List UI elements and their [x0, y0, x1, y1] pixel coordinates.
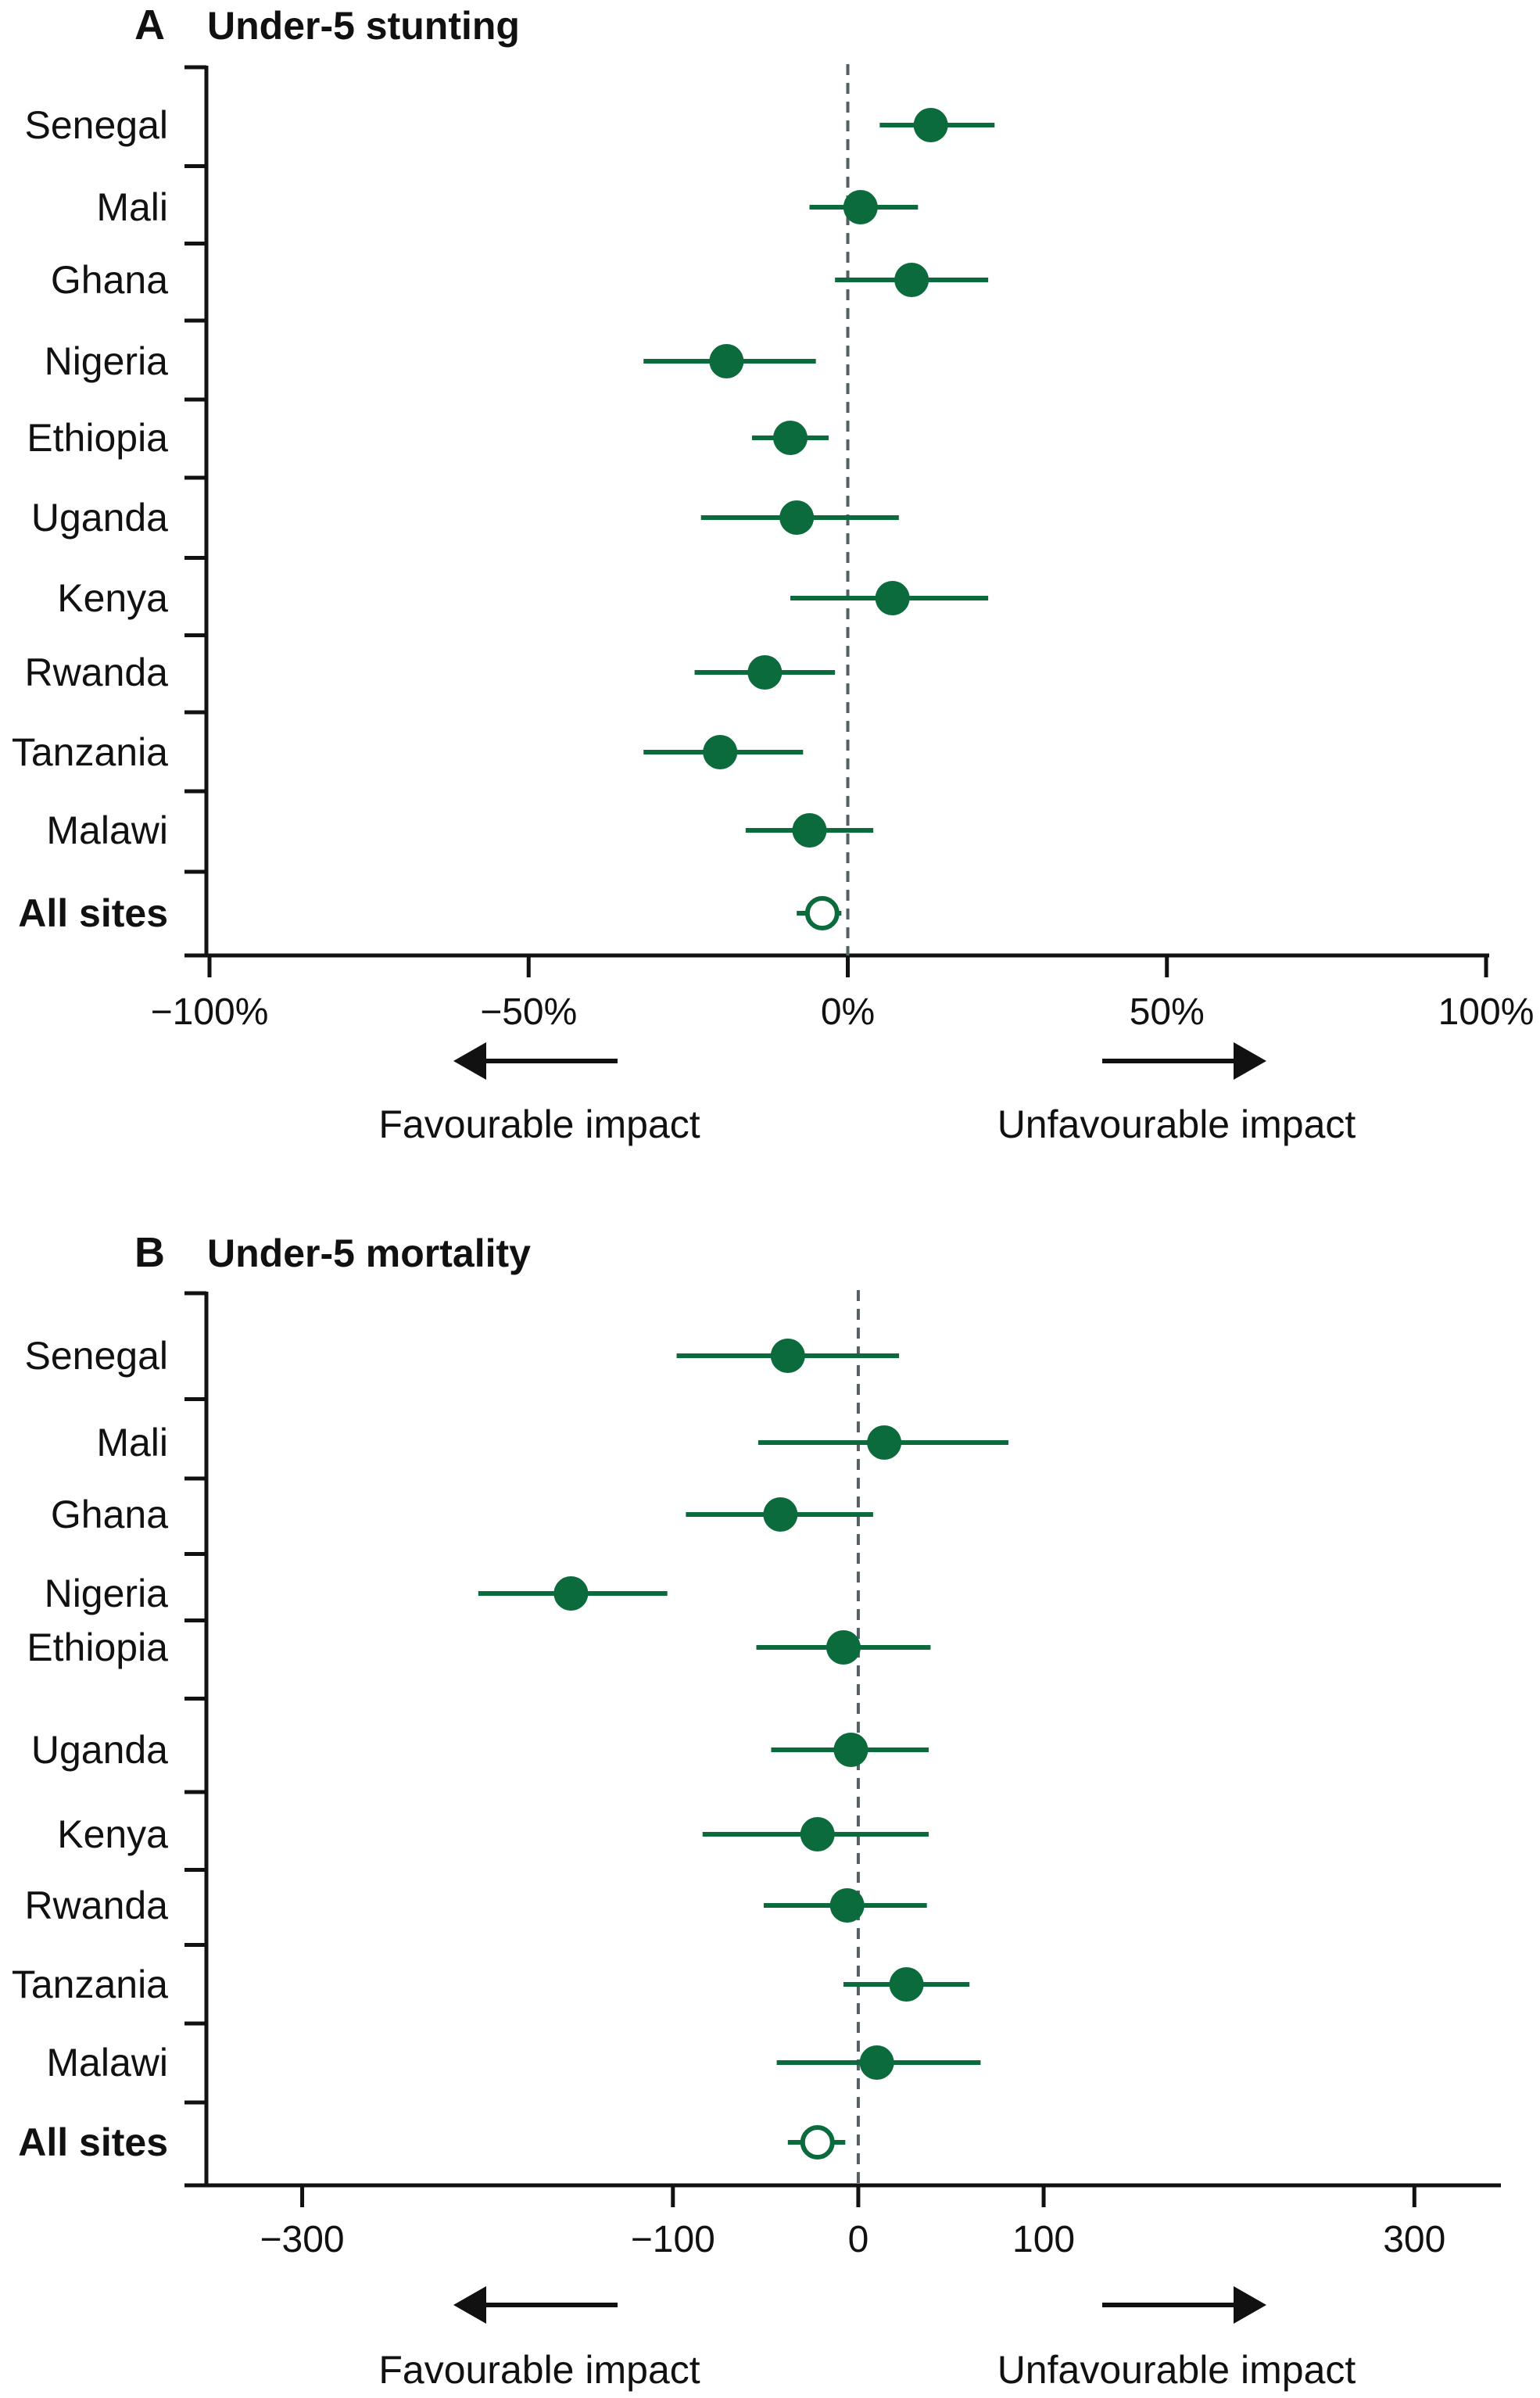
x-tick-label: −100: [631, 2219, 715, 2260]
favourable-arrow-head: [453, 1042, 486, 1080]
panel-a-letter: A: [134, 2, 165, 48]
point-estimate-all-sites: [800, 2125, 835, 2160]
point-estimate-nigeria: [709, 344, 744, 378]
row-label-uganda: Uganda: [31, 496, 168, 539]
panel-a-under5-stunting: A Under-5 stunting −100% −50% 0% 50% 100% Sen…: [12, 2, 1535, 1146]
point-estimate-mali: [843, 190, 878, 224]
row-label-senegal: Senegal: [25, 103, 169, 147]
point-estimate-tanzania: [889, 1967, 924, 2002]
favourable-impact-label: Favourable impact: [378, 1102, 700, 1146]
row-label-all-sites: All sites: [18, 891, 168, 935]
point-estimate-malawi: [792, 813, 827, 848]
panel-b-under5-mortality: B Under-5 mortality −300 −100 0 100 300 Seneg…: [12, 1229, 1501, 2392]
row-label-all-sites: All sites: [18, 2120, 168, 2164]
row-label-mali: Mali: [96, 185, 168, 229]
point-estimate-kenya: [800, 1817, 835, 1851]
point-estimate-ghana: [894, 263, 929, 297]
point-estimate-nigeria: [553, 1576, 589, 1611]
point-estimate-tanzania: [703, 735, 738, 769]
row-label-mali: Mali: [96, 1421, 168, 1464]
row-label-kenya: Kenya: [57, 1812, 168, 1856]
favourable-impact-label: Favourable impact: [378, 2348, 700, 2392]
x-tick-label: 100: [1012, 2219, 1075, 2260]
point-estimate-senegal: [770, 1339, 805, 1373]
panel-b-letter: B: [134, 1229, 165, 1276]
unfavourable-impact-label: Unfavourable impact: [997, 2348, 1356, 2392]
row-label-rwanda: Rwanda: [25, 651, 169, 694]
unfavourable-impact-label: Unfavourable impact: [997, 1102, 1356, 1146]
x-tick-label: −300: [260, 2219, 344, 2260]
x-tick-label: −50%: [480, 991, 577, 1033]
row-label-rwanda: Rwanda: [25, 1884, 169, 1927]
x-tick-label: 0: [848, 2219, 869, 2260]
x-tick-label: 50%: [1130, 991, 1205, 1033]
row-label-ethiopia: Ethiopia: [27, 1626, 168, 1669]
point-estimate-ethiopia: [826, 1630, 861, 1665]
row-label-tanzania: Tanzania: [12, 1962, 168, 2006]
favourable-arrow-head: [453, 2286, 486, 2324]
x-tick-label: 0%: [821, 991, 875, 1033]
x-tick-label: 300: [1383, 2219, 1445, 2260]
x-tick-label: −100%: [151, 991, 269, 1033]
panel-b-title: Under-5 mortality: [207, 1231, 531, 1275]
row-label-malawi: Malawi: [46, 2041, 168, 2084]
row-label-ghana: Ghana: [51, 258, 168, 302]
point-estimate-all-sites: [804, 896, 840, 930]
row-label-nigeria: Nigeria: [45, 1572, 169, 1615]
point-estimate-kenya: [875, 581, 910, 615]
row-label-malawi: Malawi: [46, 808, 168, 852]
point-estimate-uganda: [779, 500, 815, 535]
point-estimate-mali: [867, 1425, 902, 1460]
row-label-senegal: Senegal: [25, 1334, 169, 1378]
point-estimate-malawi: [859, 2045, 894, 2080]
point-estimate-ethiopia: [773, 421, 808, 455]
row-label-ghana: Ghana: [51, 1493, 168, 1536]
unfavourable-arrow-head: [1234, 2286, 1266, 2324]
row-label-tanzania: Tanzania: [12, 730, 168, 774]
point-estimate-rwanda: [829, 1888, 865, 1923]
x-tick-label: 100%: [1438, 991, 1535, 1033]
row-label-ethiopia: Ethiopia: [27, 416, 168, 460]
point-estimate-rwanda: [747, 655, 783, 690]
point-estimate-senegal: [913, 108, 948, 142]
point-estimate-ghana: [763, 1497, 798, 1532]
row-label-nigeria: Nigeria: [45, 339, 169, 383]
row-label-uganda: Uganda: [31, 1728, 168, 1772]
panel-a-title: Under-5 stunting: [207, 4, 520, 48]
unfavourable-arrow-head: [1234, 1042, 1266, 1080]
row-label-kenya: Kenya: [57, 576, 168, 620]
point-estimate-uganda: [833, 1733, 868, 1767]
